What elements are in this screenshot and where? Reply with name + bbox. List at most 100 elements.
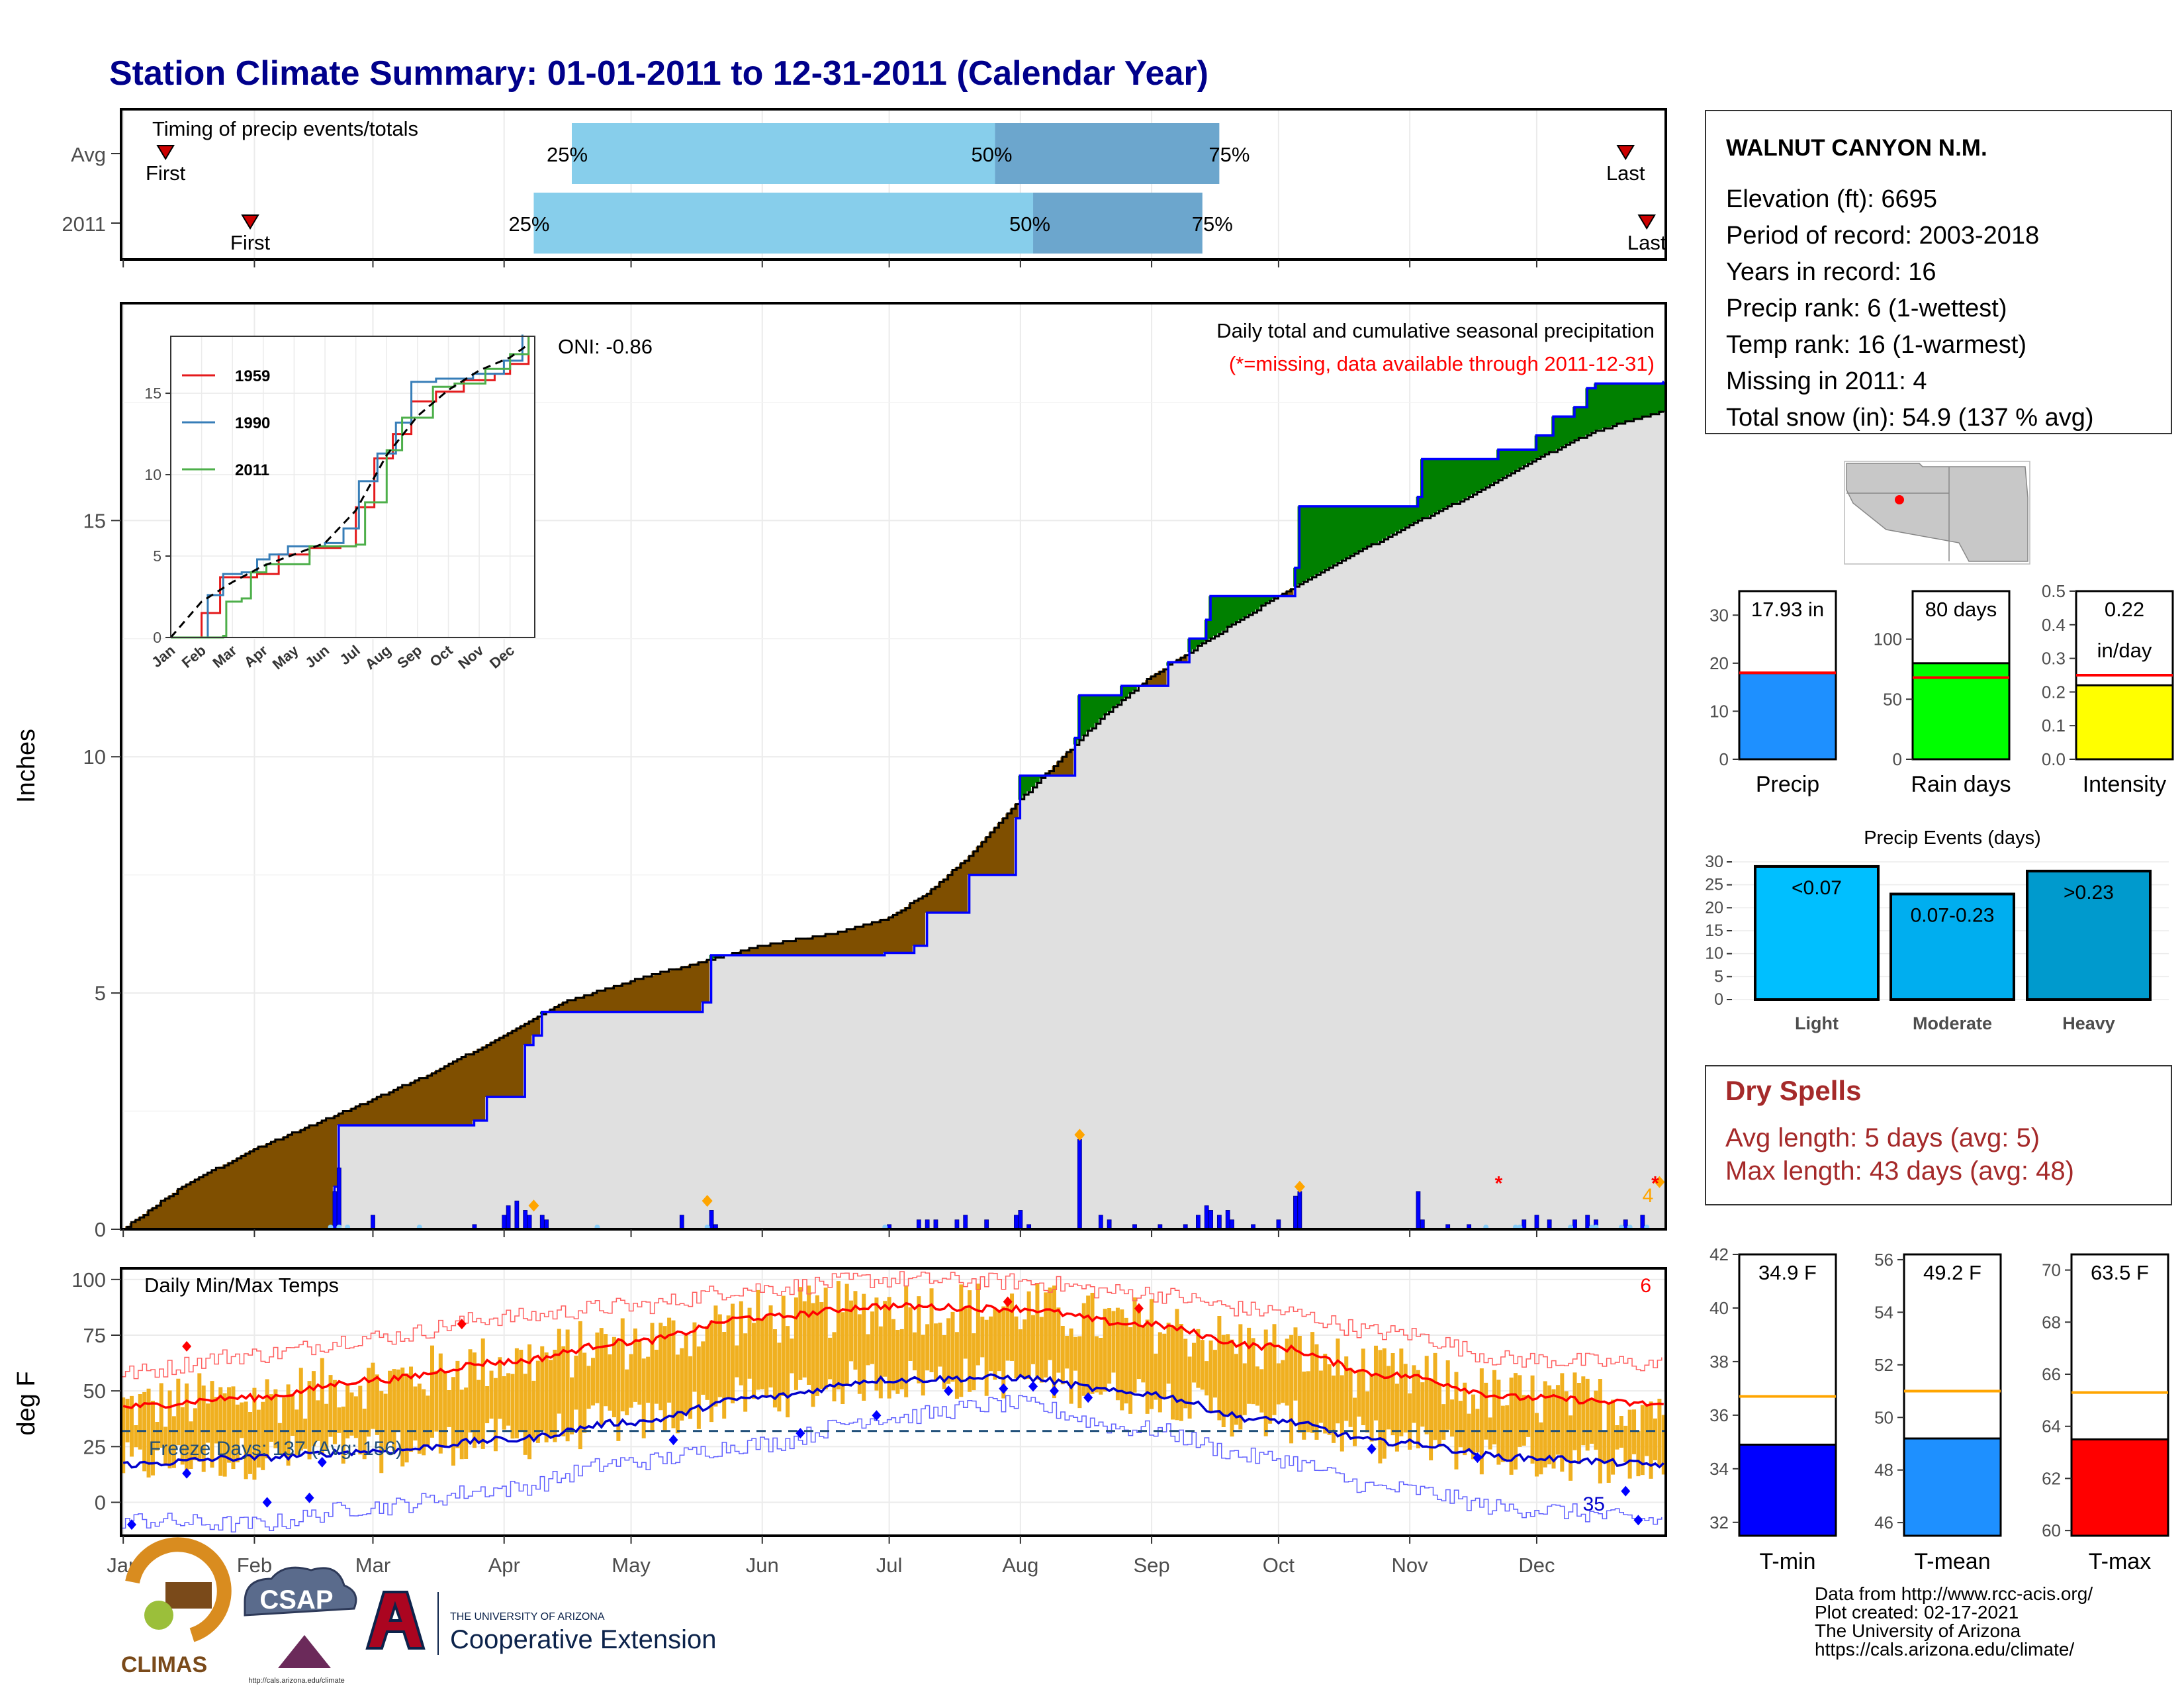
temp-ytick-label: 32	[1709, 1513, 1729, 1532]
daily-precip-bar	[1420, 1219, 1425, 1230]
q50-label: 50%	[971, 143, 1012, 166]
daily-precip-bar	[1196, 1215, 1201, 1230]
daily-precip-bar	[506, 1205, 511, 1230]
csap-logo-text: CSAP	[259, 1585, 333, 1615]
q50-label: 50%	[1009, 212, 1050, 236]
climas-logo-block	[165, 1582, 212, 1609]
daily-precip-bar	[1547, 1219, 1552, 1230]
daily-precip-bar	[1293, 1196, 1298, 1230]
record-diamond	[1294, 1180, 1305, 1193]
record-low-diamond	[1083, 1392, 1093, 1403]
page-title: Station Climate Summary: 01-01-2011 to 1…	[109, 54, 1208, 93]
record-high-count: 6	[1640, 1275, 1651, 1297]
events-ytick-label: 10	[1705, 945, 1723, 963]
record-low-diamond	[872, 1410, 882, 1421]
temp-value-label: 63.5 F	[2091, 1261, 2149, 1284]
deficit-area	[125, 588, 1294, 1229]
avg-tmin-line	[122, 1373, 1664, 1469]
avg-cumulative-line	[122, 410, 1664, 1231]
missing-marker: *	[1651, 1173, 1659, 1195]
csap-logo-url: http://cals.arizona.edu/climate	[248, 1677, 345, 1685]
temps-ylabel: deg F	[13, 1371, 40, 1435]
daily-precip-bar	[1623, 1219, 1628, 1230]
temp-value-label: 49.2 F	[1923, 1261, 1981, 1284]
record-low-diamond	[317, 1456, 327, 1468]
station-info-line: Years in record: 16	[1726, 258, 1936, 286]
temps-ytick-label: 50	[83, 1380, 106, 1403]
record-low-diamond	[262, 1497, 272, 1508]
summary-bar-intensity	[2075, 684, 2174, 761]
events-bar-label: <0.07	[1792, 877, 1842, 899]
timing-row-label: Avg	[71, 143, 106, 166]
month-label: Oct	[1263, 1554, 1295, 1577]
daily-precip-bar	[371, 1215, 375, 1230]
summary-ytick-label: 30	[1709, 605, 1729, 625]
inset-avg-line	[169, 344, 529, 638]
month-label: May	[612, 1554, 651, 1577]
dry-spells-box	[1705, 1065, 2172, 1205]
climas-logo-text: CLIMAS	[121, 1652, 207, 1677]
summary-ytick-label: 0.5	[2042, 581, 2066, 601]
record-low-diamond	[1633, 1515, 1643, 1526]
footer-credit-line: Plot created: 02-17-2021	[1815, 1602, 2019, 1622]
temp-bar-t-max	[2070, 1438, 2169, 1537]
record-low-diamond	[304, 1492, 314, 1503]
month-label: Sep	[1133, 1554, 1169, 1577]
station-info-line: Missing in 2011: 4	[1726, 367, 1927, 395]
temps-ytick-label: 0	[95, 1491, 106, 1515]
daily-precip-bar	[1640, 1215, 1645, 1230]
events-ytick-label: 20	[1705, 898, 1723, 917]
record-high-diamond	[182, 1340, 192, 1352]
temp-ytick-label: 54	[1874, 1302, 1893, 1322]
summary-ytick-label: 50	[1883, 689, 1902, 709]
summary-bar-label: Intensity	[2083, 772, 2167, 797]
daily-precip-bar	[1077, 1139, 1082, 1230]
inset-border	[170, 336, 535, 638]
daily-precip-bar	[1230, 1219, 1234, 1230]
record-high-diamond	[1003, 1296, 1013, 1307]
q25-label: 25%	[508, 212, 549, 236]
daily-precip-bar	[336, 1167, 341, 1230]
summary-ytick-label: 0	[1719, 749, 1729, 769]
summary-ytick-label: 0.1	[2042, 716, 2066, 735]
daily-precip-bar	[1572, 1219, 1577, 1230]
daily-precip-bar	[1585, 1215, 1590, 1230]
record-low-count: 35	[1583, 1493, 1605, 1515]
month-label: Mar	[355, 1554, 390, 1577]
daily-precip-bar	[1522, 1219, 1527, 1230]
events-bar-label: >0.23	[2064, 882, 2114, 904]
record-low-diamond	[1049, 1385, 1059, 1397]
footer-credit-line: Data from http://www.rcc-acis.org/	[1815, 1583, 2093, 1604]
events-ytick-label: 15	[1705, 921, 1723, 940]
events-ytick-label: 5	[1714, 967, 1723, 986]
quartile-box-50-75	[1033, 193, 1203, 254]
daily-precip-bar	[925, 1219, 930, 1230]
daily-precip-bar	[954, 1219, 960, 1230]
dry-avg-length: Avg length: 5 days (avg: 5)	[1725, 1123, 2040, 1152]
temp-ytick-label: 70	[2042, 1260, 2061, 1280]
inset-legend-label: 1959	[235, 367, 270, 385]
events-category-label: Light	[1795, 1013, 1839, 1033]
daily-precip-bar	[514, 1200, 520, 1230]
daily-precip-bar	[1216, 1215, 1222, 1230]
first-label: First	[146, 162, 186, 185]
daily-precip-bar	[1098, 1215, 1103, 1230]
daily-precip-bar	[933, 1219, 938, 1230]
temp-ytick-label: 36	[1709, 1405, 1729, 1425]
locator-map-shape	[1846, 463, 2028, 562]
temp-ytick-label: 66	[2042, 1364, 2061, 1384]
daily-precip-bar	[527, 1215, 532, 1230]
summary-ytick-label: 0.0	[2042, 749, 2066, 769]
footer-credit-line: The University of Arizona	[1815, 1620, 2021, 1641]
q75-label: 75%	[1192, 212, 1233, 236]
inset-series-line-1990	[171, 334, 523, 639]
temp-ytick-label: 34	[1709, 1459, 1729, 1479]
daily-precip-bar	[1225, 1210, 1230, 1230]
temp-ytick-label: 50	[1874, 1407, 1893, 1427]
station-info-line: Period of record: 2003-2018	[1726, 222, 2039, 250]
daily-precip-bar	[502, 1215, 507, 1230]
temp-ytick-label: 38	[1709, 1352, 1729, 1372]
dry-max-length: Max length: 43 days (avg: 48)	[1725, 1156, 2074, 1186]
month-label: Nov	[1392, 1554, 1429, 1577]
